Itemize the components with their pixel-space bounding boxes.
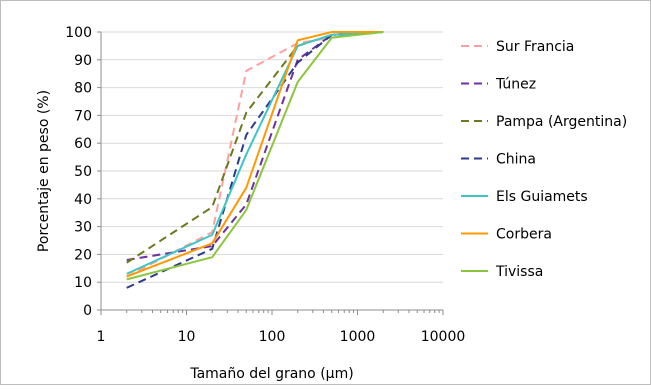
series-line-pampa-argentina (126, 31, 384, 264)
x-tick-labels: 1 10 100 1000 10000 (97, 329, 466, 345)
legend-label-tivissa: Tivissa (495, 264, 543, 280)
legend-label-t-nez: Túnez (495, 77, 536, 93)
legend: Sur Francia Túnez Pampa (Argentina) China El… (461, 39, 627, 280)
x-tick-label: 1000 (340, 329, 376, 345)
y-tick-label: 80 (74, 81, 92, 97)
y-tick-label: 0 (83, 303, 92, 319)
y-tick-label: 70 (74, 108, 92, 124)
legend-label-corbera: Corbera (496, 227, 552, 243)
y-tick-label: 20 (74, 247, 92, 263)
axes (97, 31, 444, 315)
series-line-els-guiamets (126, 31, 384, 275)
legend-label-els-guiamets: Els Guiamets (496, 189, 588, 205)
y-tick-label: 40 (74, 192, 92, 208)
x-tick-label: 10 (178, 329, 196, 345)
gridlines (101, 31, 443, 283)
x-tick-label: 10000 (421, 329, 466, 345)
y-axis-title: Porcentaje en peso (%) (36, 90, 52, 252)
y-tick-label: 60 (74, 136, 92, 152)
series-line-tivissa (126, 31, 384, 281)
series-line-corbera (126, 31, 384, 278)
y-tick-label: 50 (74, 164, 92, 180)
y-tick-label: 100 (65, 25, 92, 41)
legend-label-sur-francia: Sur Francia (496, 39, 574, 55)
legend-label-china: China (496, 152, 536, 168)
legend-label-pampa-argentina: Pampa (Argentina) (496, 114, 627, 130)
y-tick-label: 30 (74, 220, 92, 236)
x-tick-label: 100 (259, 329, 286, 345)
series-lines (126, 31, 384, 289)
x-axis-title: Tamaño del grano (µm) (189, 366, 353, 382)
y-tick-labels: 0 10 20 30 40 50 60 70 80 90 100 (65, 25, 92, 319)
x-tick-label: 1 (97, 329, 106, 345)
series-line-t-nez (126, 31, 384, 261)
y-tick-label: 90 (74, 53, 92, 69)
y-tick-label: 10 (74, 275, 92, 291)
series-line-sur-francia (126, 31, 384, 278)
